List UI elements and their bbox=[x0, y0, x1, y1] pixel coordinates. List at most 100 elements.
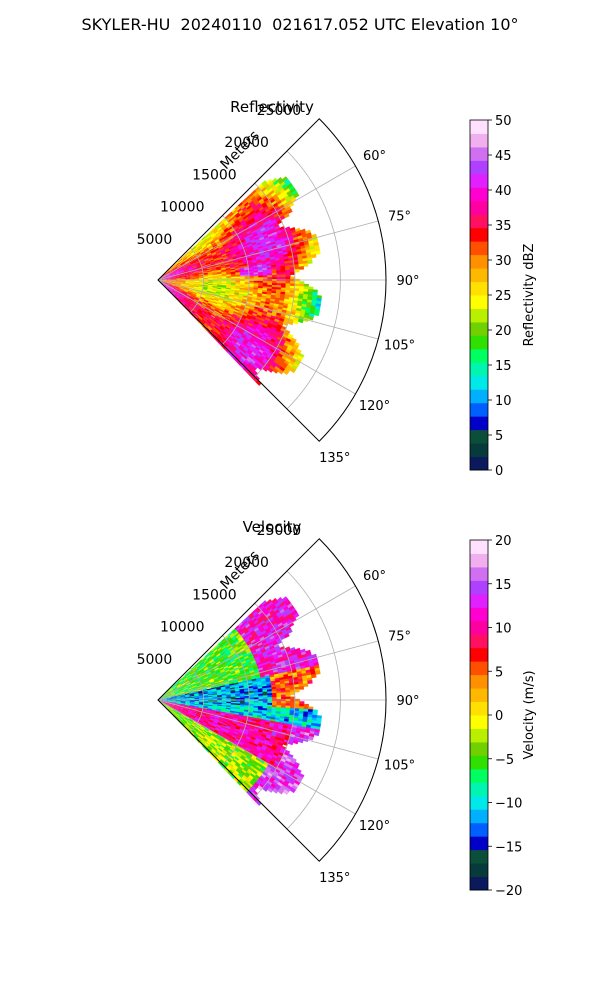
echo-cell bbox=[249, 319, 255, 324]
echo-cell bbox=[294, 360, 301, 366]
reflectivity-panel: Reflectivity50001000015000200002500060°7… bbox=[137, 98, 537, 479]
echo-cell bbox=[166, 283, 172, 286]
echo-cell bbox=[187, 254, 192, 259]
echo-cell bbox=[287, 344, 294, 350]
echo-cell bbox=[173, 266, 178, 271]
echo-cell bbox=[174, 260, 179, 265]
echo-cell bbox=[219, 238, 225, 243]
echo-cell bbox=[195, 305, 200, 310]
echo-cell bbox=[246, 205, 253, 211]
echo-cell bbox=[206, 267, 213, 270]
echo-cell bbox=[205, 250, 211, 255]
echo-cell bbox=[264, 207, 271, 213]
echo-cell bbox=[240, 212, 247, 218]
echo-cell bbox=[245, 317, 251, 322]
echo-cell bbox=[243, 216, 250, 222]
echo-cell bbox=[222, 233, 228, 238]
echo-cell bbox=[254, 318, 261, 323]
echo-cell bbox=[218, 300, 224, 304]
echo-cell bbox=[203, 309, 209, 314]
echo-cell bbox=[233, 259, 239, 263]
echo-cell bbox=[237, 233, 244, 238]
echo-cell bbox=[288, 351, 296, 357]
echo-cell bbox=[258, 234, 265, 240]
echo-cell bbox=[206, 234, 211, 240]
echo-cell bbox=[285, 338, 292, 344]
echo-cell bbox=[288, 201, 295, 208]
colorbar-swatch bbox=[470, 160, 488, 175]
echo-cell bbox=[182, 291, 188, 294]
echo-cell bbox=[213, 229, 219, 235]
echo-cell bbox=[185, 252, 190, 257]
echo-cell bbox=[238, 216, 244, 222]
echo-cell bbox=[218, 311, 224, 316]
echo-cell bbox=[256, 312, 263, 317]
echo-cell bbox=[214, 248, 220, 253]
echo-cell bbox=[191, 293, 197, 297]
echo-cell bbox=[222, 312, 228, 317]
echo-cell bbox=[170, 272, 176, 276]
echo-cell bbox=[232, 256, 238, 260]
echo-cell bbox=[252, 231, 258, 236]
echo-cell bbox=[217, 327, 223, 333]
echo-cell bbox=[240, 239, 246, 244]
echo-cell bbox=[205, 261, 211, 265]
echo-cell bbox=[178, 267, 184, 271]
echo-cell bbox=[278, 213, 285, 219]
echo-cell bbox=[180, 276, 186, 278]
echo-cell bbox=[263, 213, 270, 219]
echo-cell bbox=[254, 236, 260, 241]
echo-cell bbox=[242, 323, 248, 329]
echo-cell bbox=[180, 261, 185, 265]
echo-cell bbox=[198, 308, 204, 313]
echo-cell bbox=[226, 232, 233, 237]
r-tick-label: 10000 bbox=[160, 200, 205, 216]
echo-cell bbox=[201, 293, 207, 297]
echo-cell bbox=[202, 271, 209, 274]
echo-cell bbox=[231, 223, 238, 228]
echo-cell bbox=[249, 353, 256, 359]
echo-cell bbox=[213, 237, 220, 242]
echo-cell bbox=[166, 283, 172, 286]
echo-cell bbox=[254, 216, 261, 222]
echo-cell bbox=[180, 276, 186, 278]
echo-cell bbox=[184, 259, 190, 263]
echo-cell bbox=[175, 272, 181, 275]
echo-cell bbox=[193, 287, 199, 290]
echo-cell bbox=[217, 235, 223, 240]
echo-cell bbox=[277, 202, 284, 208]
echo-cell bbox=[201, 243, 207, 249]
echo-cell bbox=[289, 367, 296, 374]
echo-cell bbox=[220, 291, 226, 294]
echo-cell bbox=[170, 274, 176, 277]
echo-cell bbox=[238, 320, 245, 325]
echo-cell bbox=[192, 254, 198, 259]
echo-cell bbox=[268, 235, 275, 240]
echo-cell bbox=[242, 331, 249, 337]
echo-cell bbox=[176, 263, 182, 268]
echo-cell bbox=[221, 323, 227, 328]
colorbar-swatch bbox=[470, 268, 488, 283]
echo-cell bbox=[250, 351, 257, 357]
echo-cell bbox=[222, 321, 228, 326]
echo-cell bbox=[267, 310, 273, 315]
echo-cell bbox=[236, 231, 243, 236]
echo-cell bbox=[186, 254, 192, 259]
echo-cell bbox=[166, 276, 172, 279]
echo-cell bbox=[245, 228, 252, 234]
echo-cell bbox=[222, 313, 228, 318]
echo-cell bbox=[228, 236, 235, 241]
echo-cell bbox=[184, 284, 191, 286]
echo-cell bbox=[267, 334, 273, 340]
echo-cell bbox=[224, 248, 230, 252]
echo-cell bbox=[214, 223, 220, 229]
echo-cell bbox=[204, 239, 209, 244]
echo-cell bbox=[204, 259, 210, 263]
echo-cell bbox=[222, 302, 228, 306]
echo-cell bbox=[259, 347, 266, 353]
echo-cell bbox=[175, 274, 181, 277]
echo-cell bbox=[271, 274, 278, 278]
echo-cell bbox=[218, 221, 225, 227]
echo-cell bbox=[204, 315, 210, 320]
echo-cell bbox=[220, 251, 227, 255]
